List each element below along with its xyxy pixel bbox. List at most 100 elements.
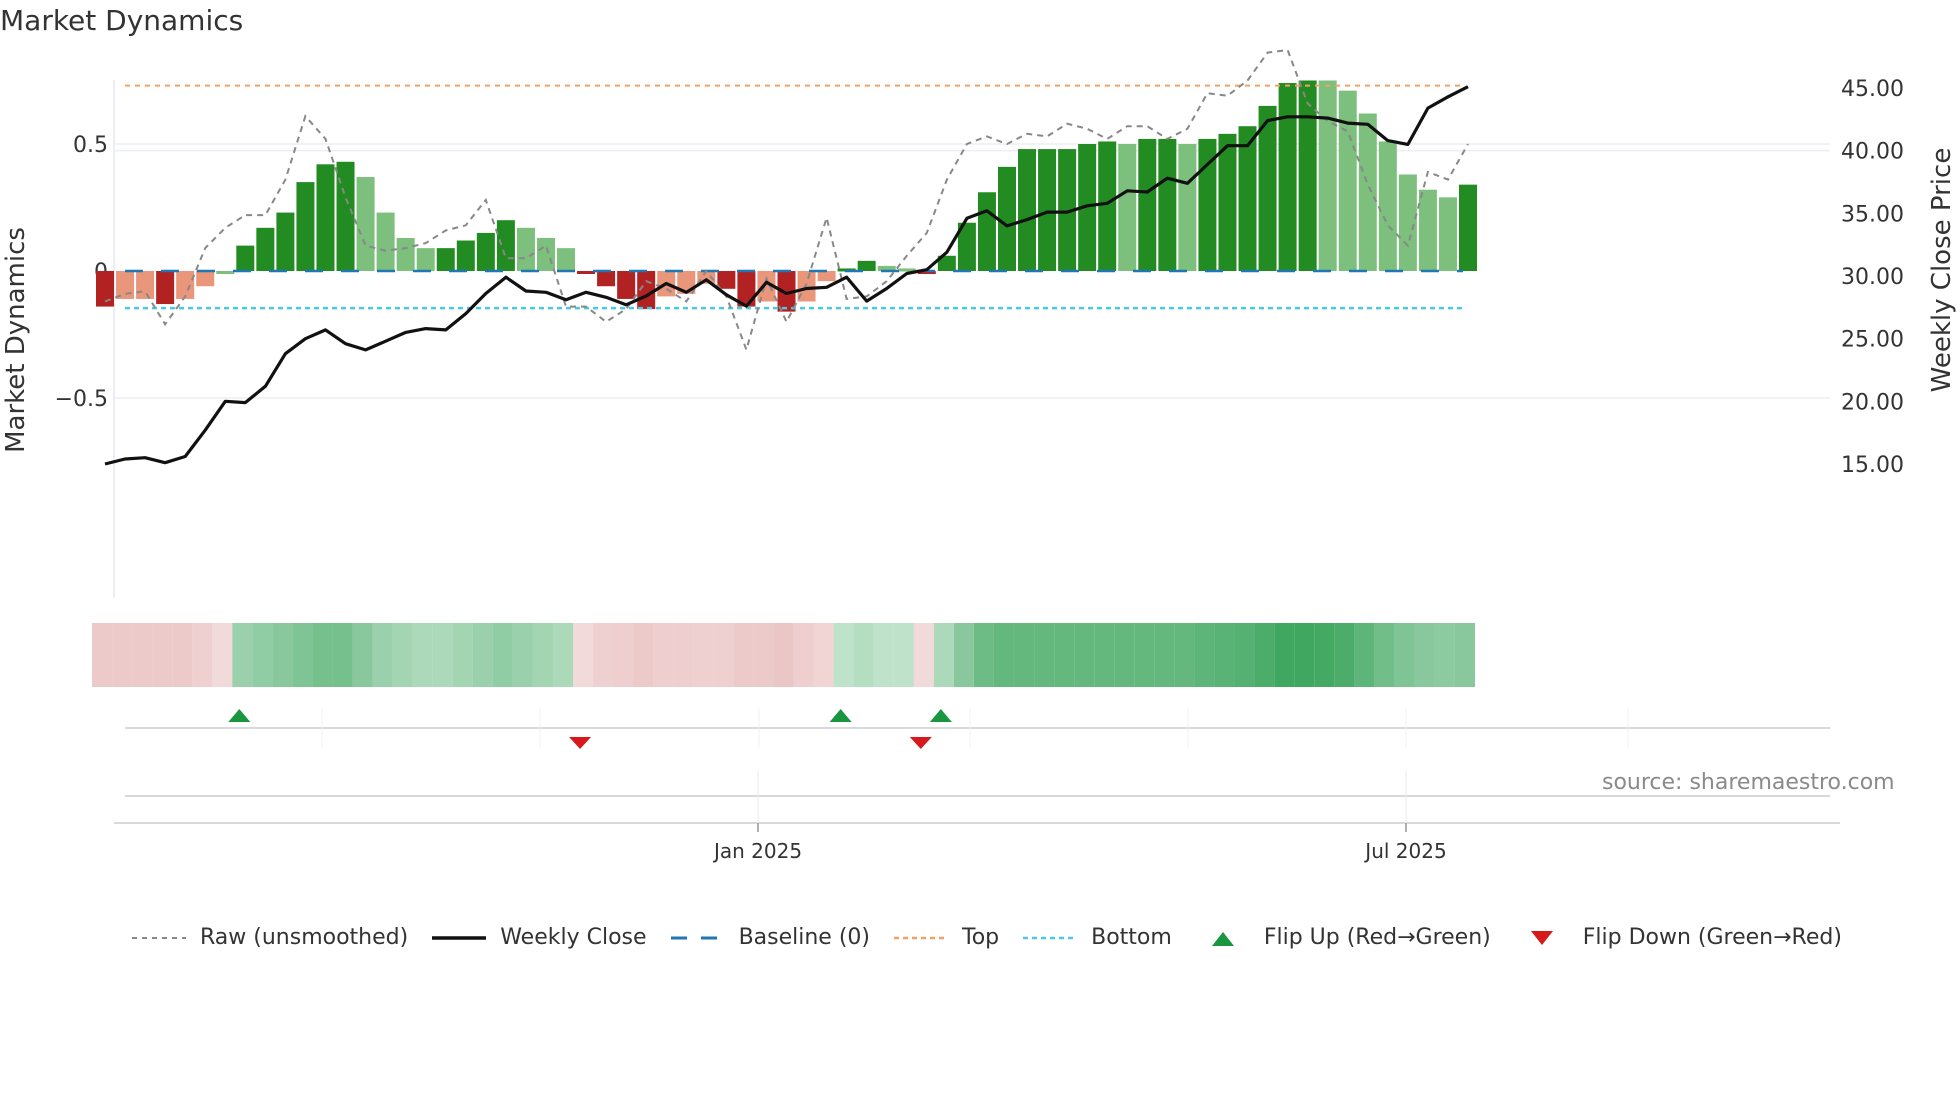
- dynamics-bar: [376, 212, 395, 271]
- dynamics-bar: [1358, 113, 1377, 272]
- tone-strip-cell: [1254, 623, 1275, 687]
- right-tick-label: 15.00: [1841, 453, 1904, 478]
- tone-strip-cell: [212, 623, 233, 687]
- flip-up-marker: [929, 709, 952, 722]
- right-tick-label: 40.00: [1841, 140, 1904, 165]
- tone-strip-cell: [372, 623, 393, 687]
- dynamics-bar: [1138, 138, 1157, 271]
- x-tick-label: Jan 2025: [712, 839, 802, 863]
- dynamics-bar: [456, 240, 475, 271]
- dashed-cyan-line-icon: [1021, 928, 1079, 948]
- tone-strip-cell: [1455, 623, 1475, 687]
- tone-strip-cell: [472, 623, 493, 687]
- tone-strip-cell: [933, 623, 954, 687]
- right-axis-title: Weekly Close Price: [1927, 148, 1957, 393]
- dashed-orange-line-icon: [892, 928, 950, 948]
- dashed-gray-line-icon: [130, 928, 188, 948]
- tone-strip-cell: [693, 623, 714, 687]
- legend-item-baseline: Baseline (0): [669, 925, 870, 950]
- tone-strip-cell: [873, 623, 894, 687]
- dynamics-bar: [1018, 149, 1037, 271]
- dynamics-bar: [557, 248, 576, 271]
- tone-strip-cell: [92, 623, 112, 687]
- chart-legend: Raw (unsmoothed) Weekly Close Baseline (0)…: [130, 925, 1864, 950]
- dynamics-bar: [536, 237, 555, 271]
- dynamics-bar: [416, 248, 435, 271]
- dynamics-bar: [356, 177, 375, 271]
- legend-label: Top: [962, 925, 1000, 950]
- dynamics-bar: [997, 166, 1016, 271]
- tone-strip-cell: [893, 623, 914, 687]
- tone-strip-cell: [132, 623, 153, 687]
- dynamics-bar: [817, 271, 836, 282]
- tone-strip-cell: [1074, 623, 1095, 687]
- flip-up-marker: [228, 709, 251, 722]
- legend-item-flipdown: Flip Down (Green→Red): [1513, 925, 1842, 950]
- dynamics-bar: [296, 182, 315, 271]
- dynamics-bar: [617, 271, 636, 299]
- dashed-blue-line-icon: [669, 928, 727, 948]
- tone-strip-cell: [1314, 623, 1335, 687]
- right-tick-label: 25.00: [1841, 328, 1904, 353]
- dynamics-bar: [577, 271, 596, 274]
- dynamics-bar: [697, 271, 716, 284]
- right-tick-label: 30.00: [1841, 265, 1904, 290]
- dynamics-bar: [1459, 184, 1477, 271]
- dynamics-bar: [1038, 149, 1057, 271]
- dynamics-bar: [1178, 144, 1197, 271]
- dynamics-bar: [96, 271, 114, 307]
- tone-strip-cell: [733, 623, 754, 687]
- dynamics-bar: [256, 227, 275, 271]
- dynamics-bar: [1418, 189, 1437, 271]
- dynamics-bar: [957, 222, 976, 271]
- dynamics-bar: [1098, 141, 1117, 271]
- dynamics-bar: [1258, 105, 1277, 272]
- dynamics-bar: [1058, 149, 1077, 271]
- tone-strip-cell: [272, 623, 293, 687]
- legend-item-bottom: Bottom: [1021, 925, 1172, 950]
- dynamics-bar: [476, 232, 495, 271]
- tone-strip-cell: [392, 623, 413, 687]
- legend-item-top: Top: [892, 925, 999, 950]
- dynamics-bar: [757, 271, 776, 302]
- tone-strip-cell: [953, 623, 974, 687]
- dynamics-bar: [1378, 141, 1397, 271]
- tone-strip-cell: [1194, 623, 1215, 687]
- tone-strip-cell: [593, 623, 614, 687]
- tone-strip-cell: [653, 623, 674, 687]
- dynamics-bar: [1438, 197, 1457, 271]
- dynamics-bar: [236, 245, 255, 271]
- tone-strip-cell: [1434, 623, 1455, 687]
- legend-item-raw: Raw (unsmoothed): [130, 925, 408, 950]
- tone-strip-cell: [1414, 623, 1435, 687]
- dynamics-bar: [156, 271, 175, 305]
- dynamics-bar: [136, 271, 155, 299]
- tone-strip-cell: [112, 623, 133, 687]
- tone-strip-cell: [432, 623, 453, 687]
- dynamics-bar: [877, 265, 896, 271]
- x-tick-label: Jul 2025: [1363, 839, 1446, 863]
- tone-strip-cell: [532, 623, 553, 687]
- dynamics-bar: [1278, 83, 1297, 271]
- legend-label: Flip Down (Green→Red): [1582, 925, 1842, 950]
- dynamics-bar: [917, 271, 936, 274]
- solid-black-line-icon: [430, 928, 488, 948]
- tone-strip-cell: [492, 623, 513, 687]
- tone-strip-cell: [613, 623, 634, 687]
- tone-strip-cell: [1354, 623, 1375, 687]
- tone-strip-cell: [793, 623, 814, 687]
- dynamics-bar: [1238, 126, 1257, 271]
- tone-strip-cell: [833, 623, 854, 687]
- dynamics-bar: [516, 227, 535, 271]
- dynamics-bar: [937, 255, 956, 271]
- tone-strip-cell: [152, 623, 173, 687]
- legend-label: Flip Up (Red→Green): [1263, 925, 1491, 950]
- dynamics-bar: [717, 271, 736, 289]
- dynamics-bar: [1198, 138, 1217, 271]
- source-credit: source: sharemaestro.com: [1602, 770, 1895, 795]
- red-down-triangle-icon: [1513, 928, 1571, 948]
- dynamics-bar: [857, 260, 876, 271]
- dynamics-bar: [436, 248, 455, 271]
- left-axis-title: Market Dynamics: [1, 227, 31, 453]
- tone-strip-cell: [633, 623, 654, 687]
